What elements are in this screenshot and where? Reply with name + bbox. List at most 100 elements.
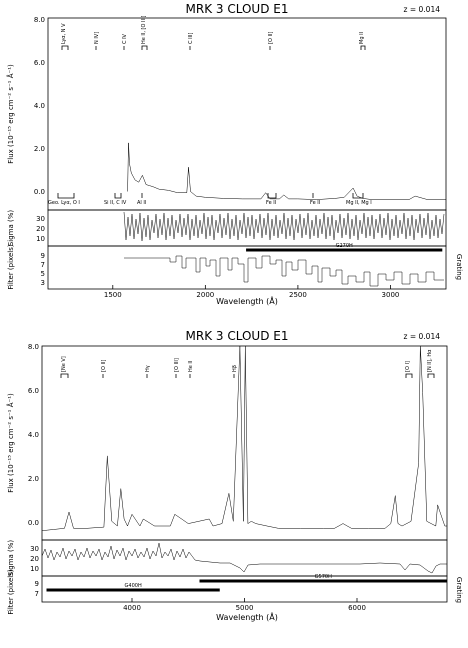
grating-label: G270H — [336, 243, 353, 249]
x-tick-label: 2000 — [196, 291, 214, 299]
flux-spectrum-line — [41, 345, 447, 531]
absorption-label: Mg II, Mg I — [346, 200, 372, 206]
flux-y-tick-label: 8.0 — [28, 343, 39, 351]
line-label: C III] — [188, 32, 194, 44]
x-axis-ticks: 4000 5000 6000 — [123, 598, 366, 612]
sigma-y-tick-label: 20 — [30, 555, 39, 563]
grating-axis-label: Grating — [455, 577, 463, 603]
line-marker: Mg II — [359, 32, 366, 50]
flux-y-tick-label: 2.0 — [28, 475, 39, 483]
line-marker: [O I] — [405, 361, 413, 378]
line-label: Lyα, N V — [61, 23, 67, 44]
flux-y-tick-label: 4.0 — [28, 431, 39, 439]
flux-y-tick-label: 4.0 — [34, 102, 45, 110]
flux-y-tick-label: 2.0 — [34, 145, 45, 153]
absorption-label: Fe II — [310, 200, 320, 206]
sigma-axis-label: Sigma (%) — [7, 540, 15, 577]
redshift-label: z = 0.014 — [404, 5, 441, 14]
flux-y-tick-label: 0.0 — [28, 519, 39, 527]
absorption-label: Si II, C IV — [104, 200, 127, 206]
filter-y-ticks: 3 5 7 9 — [41, 252, 45, 287]
line-label: [O II] — [101, 360, 107, 372]
sigma-y-tick-label: 10 — [30, 565, 39, 573]
line-label: Mg II — [359, 32, 365, 44]
line-label: [O III] — [174, 358, 180, 372]
sigma-trace — [41, 542, 447, 574]
filter-y-tick-label: 7 — [41, 261, 45, 269]
sigma-trace — [123, 211, 445, 242]
grating-bars: G400H G570H — [46, 574, 447, 592]
filter-y-ticks: 7 9 — [35, 580, 39, 598]
x-tick-label: 5000 — [236, 604, 254, 612]
x-tick-label: 2500 — [289, 291, 307, 299]
sigma-y-tick-label: 20 — [36, 225, 45, 233]
line-marker: [O II] — [268, 32, 274, 50]
grating-label: G400H — [125, 583, 142, 589]
filter-panel-frame — [47, 245, 447, 290]
absorption-label: Geo. Lyα, O I — [48, 200, 80, 206]
chart-title: MRK 3 CLOUD E1 — [186, 329, 289, 343]
filter-trace — [124, 255, 444, 287]
x-tick-label: 1500 — [104, 291, 122, 299]
flux-y-tick-label: 6.0 — [28, 387, 39, 395]
line-marker: [Ne V] — [60, 356, 69, 378]
line-marker: He II, [O III] — [141, 16, 148, 50]
filter-axis-label: Filter (pixels) — [7, 244, 15, 290]
line-marker: C IV — [122, 33, 128, 50]
x-tick-label: 4000 — [123, 604, 141, 612]
sigma-y-tick-label: 30 — [30, 545, 39, 553]
filter-y-tick-label: 9 — [35, 580, 39, 588]
absorption-marker: Geo. Lyα, O I — [48, 193, 80, 206]
x-axis-label: Wavelength (Å) — [216, 295, 278, 306]
sigma-y-tick-label: 30 — [36, 215, 45, 223]
flux-y-ticks: 0.0 2.0 4.0 6.0 8.0 — [34, 16, 45, 196]
line-label: [O I] — [405, 361, 411, 372]
redshift-label: z = 0.014 — [404, 332, 441, 341]
line-label: Hγ — [145, 365, 151, 372]
absorption-marker: Fe II — [266, 193, 277, 206]
line-label: He II — [188, 361, 194, 372]
flux-axis-label: Flux (10⁻¹⁵ erg cm⁻² s⁻¹ Å⁻¹) — [6, 393, 15, 493]
line-label: [Ne V] — [61, 356, 67, 372]
line-label: [O II] — [268, 32, 274, 44]
line-marker: [O III] — [174, 358, 180, 378]
absorption-label: Fe II — [266, 200, 276, 206]
sigma-y-ticks: 10 20 30 — [36, 215, 45, 243]
absorption-line-markers: Geo. Lyα, O I Si II, C IV Al II Fe II Fe… — [48, 193, 372, 206]
flux-y-ticks: 0.0 2.0 4.0 6.0 8.0 — [28, 343, 39, 527]
emission-line-markers: Lyα, N V N IV] C IV He II, [O III] C III… — [61, 16, 366, 50]
line-marker: Lyα, N V — [61, 23, 69, 50]
filter-y-tick-label: 7 — [35, 590, 39, 598]
flux-y-tick-label: 0.0 — [34, 188, 45, 196]
absorption-marker: Al II — [137, 193, 146, 206]
line-marker: [N II], Hα — [427, 349, 435, 378]
filter-y-tick-label: 5 — [41, 270, 45, 278]
line-label: He II, [O III] — [141, 16, 147, 44]
x-axis-ticks: 1500 2000 2500 3000 — [104, 285, 400, 299]
sigma-y-ticks: 10 20 30 — [30, 545, 39, 573]
flux-panel-frame — [47, 17, 447, 211]
filter-axis-label: Filter (pixels) — [7, 569, 15, 615]
chart-top: MRK 3 CLOUD E1 z = 0.014 Flux (10⁻¹⁵ erg… — [6, 2, 463, 306]
line-marker: Hβ — [232, 365, 238, 378]
line-label: [N II], Hα — [427, 349, 433, 372]
absorption-label: Al II — [137, 200, 146, 206]
filter-y-tick-label: 9 — [41, 252, 45, 260]
x-tick-label: 3000 — [382, 291, 400, 299]
flux-axis-label: Flux (10⁻¹⁵ erg cm⁻² s⁻¹ Å⁻¹) — [6, 64, 15, 164]
chart-title: MRK 3 CLOUD E1 — [186, 2, 289, 16]
flux-y-tick-label: 6.0 — [34, 59, 45, 67]
flux-y-tick-label: 8.0 — [34, 16, 45, 24]
line-marker: C III] — [188, 32, 194, 50]
absorption-marker: Si II, C IV — [104, 193, 127, 206]
line-label: N IV] — [94, 32, 100, 44]
x-tick-label: 6000 — [348, 604, 366, 612]
line-marker: [O II] — [101, 360, 107, 378]
sigma-axis-label: Sigma (%) — [7, 210, 15, 247]
flux-spectrum-line — [127, 142, 446, 200]
grating-bars: G270H — [246, 243, 443, 252]
grating-label: G570H — [315, 574, 332, 580]
line-marker: Hγ — [145, 365, 151, 378]
sigma-y-tick-label: 10 — [36, 235, 45, 243]
